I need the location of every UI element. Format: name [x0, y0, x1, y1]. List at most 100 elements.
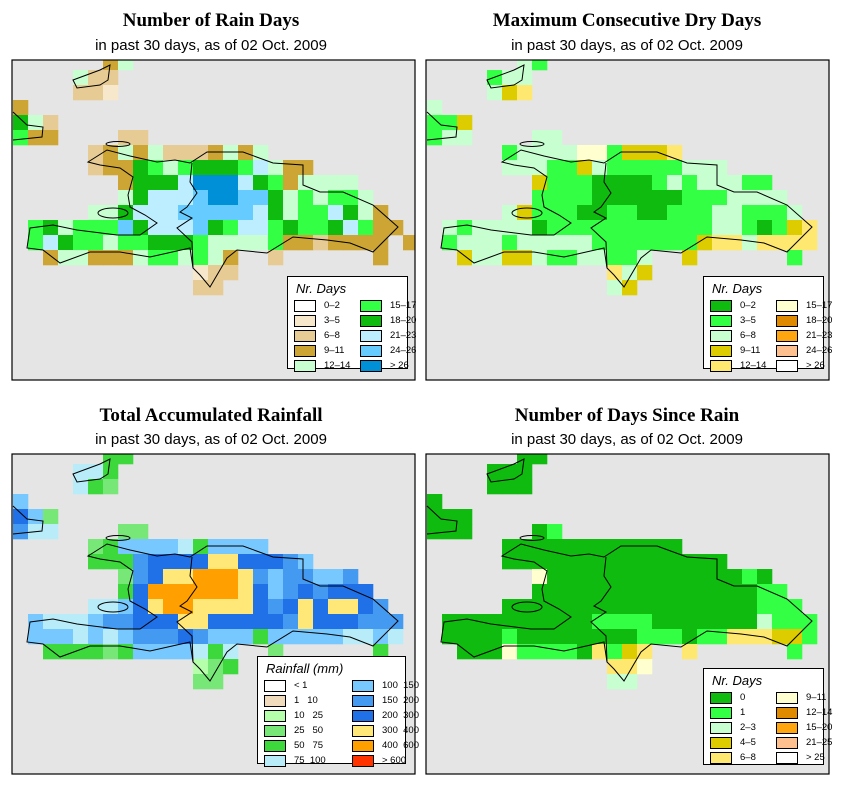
grid-cell: [562, 614, 578, 630]
grid-cell: [712, 554, 728, 570]
grid-cell: [118, 554, 134, 570]
grid-cell: [772, 235, 788, 251]
grid-cell: [622, 629, 638, 645]
haiti-dr-border: [176, 556, 198, 663]
legend-label: 4–5: [740, 737, 756, 748]
grid-cell: [238, 554, 254, 570]
grid-cell: [73, 479, 89, 495]
legend-label: 1: [740, 707, 746, 718]
grid-cell: [58, 644, 74, 660]
grid-cell: [268, 175, 284, 191]
grid-cell: [88, 599, 104, 615]
grid-cell: [742, 569, 758, 585]
grid-cell: [223, 190, 239, 206]
grid-cell: [592, 160, 608, 176]
grid-cell: [268, 220, 284, 236]
legend-item: 2–3: [710, 720, 768, 735]
grid-cell: [517, 479, 533, 495]
grid-cell: [622, 614, 638, 630]
grid-cell: [373, 250, 389, 266]
legend-label: 15–17: [806, 300, 833, 311]
grid-cell: [622, 235, 638, 251]
grid-cell: [193, 569, 209, 585]
grid-cell: [667, 599, 683, 615]
grid-cell: [607, 569, 623, 585]
grid-cell: [697, 554, 713, 570]
legend-label: 0–2: [740, 300, 756, 311]
legend-swatch: [776, 721, 798, 734]
grid-cell: [682, 190, 698, 206]
grid-cell: [253, 584, 269, 600]
grid-cell: [727, 205, 743, 221]
legend-label: 200 300: [382, 710, 419, 721]
island-coastline: [72, 64, 111, 89]
grid-cell: [298, 569, 314, 585]
grid-cell: [457, 250, 473, 266]
grid-cell: [103, 539, 119, 555]
grid-cell: [427, 100, 443, 116]
grid-cell: [298, 175, 314, 191]
legend-label: 150 200: [382, 695, 419, 706]
grid-cell: [577, 160, 593, 176]
grid-cell: [697, 629, 713, 645]
grid-cell: [607, 160, 623, 176]
grid-cell: [532, 235, 548, 251]
grid-cell: [712, 599, 728, 615]
gonave-island: [97, 207, 129, 219]
grid-cell: [358, 190, 374, 206]
legend-item: 6–8: [294, 328, 352, 343]
grid-cell: [73, 235, 89, 251]
grid-cell: [148, 614, 164, 630]
legend-label: 100 150: [382, 680, 419, 691]
grid-cell: [238, 175, 254, 191]
grid-cell: [607, 190, 623, 206]
legend-swatch: [776, 691, 798, 704]
legend-label: 0–2: [324, 300, 340, 311]
grid-cell: [637, 584, 653, 600]
grid-cell: [313, 220, 329, 236]
grid-cell: [178, 629, 194, 645]
grid-cell: [238, 220, 254, 236]
grid-cell: [88, 70, 104, 86]
grid-cell: [253, 220, 269, 236]
legend-item: > 26: [776, 358, 834, 373]
grid-cell: [622, 569, 638, 585]
legend-swatch: [264, 739, 286, 752]
grid-cell: [622, 250, 638, 266]
legend-item: 6–8: [710, 328, 768, 343]
grid-cell: [667, 190, 683, 206]
grid-cell: [727, 175, 743, 191]
grid-cell: [532, 554, 548, 570]
grid-cell: [772, 220, 788, 236]
legend-item: > 26: [360, 358, 418, 373]
legend-label: 9–11: [324, 345, 345, 356]
legend-item: 1 10: [264, 693, 338, 708]
tortuga-island: [519, 141, 545, 147]
grid-cell: [637, 190, 653, 206]
grid-cell: [283, 584, 299, 600]
grid-cell: [622, 554, 638, 570]
grid-cell: [208, 569, 224, 585]
legend-swatch: [264, 694, 286, 707]
grid-cell: [148, 644, 164, 660]
legend-item: 400 600: [352, 738, 426, 753]
panel-4-subtitle: in past 30 days, as of 02 Oct. 2009: [511, 431, 743, 448]
grid-cell: [193, 235, 209, 251]
grid-cell: [517, 250, 533, 266]
hispaniola-coastline: [440, 149, 813, 288]
grid-cell: [103, 235, 119, 251]
legend-swatch: [710, 706, 732, 719]
grid-cell: [772, 190, 788, 206]
grid-cell: [208, 160, 224, 176]
grid-cell: [592, 175, 608, 191]
grid-cell: [667, 614, 683, 630]
grid-cell: [427, 494, 443, 510]
cuba-coastline: [12, 111, 44, 141]
legend-label: 6–8: [324, 330, 340, 341]
grid-cell: [517, 464, 533, 480]
legend-label: 18–20: [806, 315, 833, 326]
grid-cell: [118, 569, 134, 585]
grid-cell: [637, 659, 653, 675]
legend-swatch: [352, 694, 374, 707]
grid-cell: [562, 160, 578, 176]
